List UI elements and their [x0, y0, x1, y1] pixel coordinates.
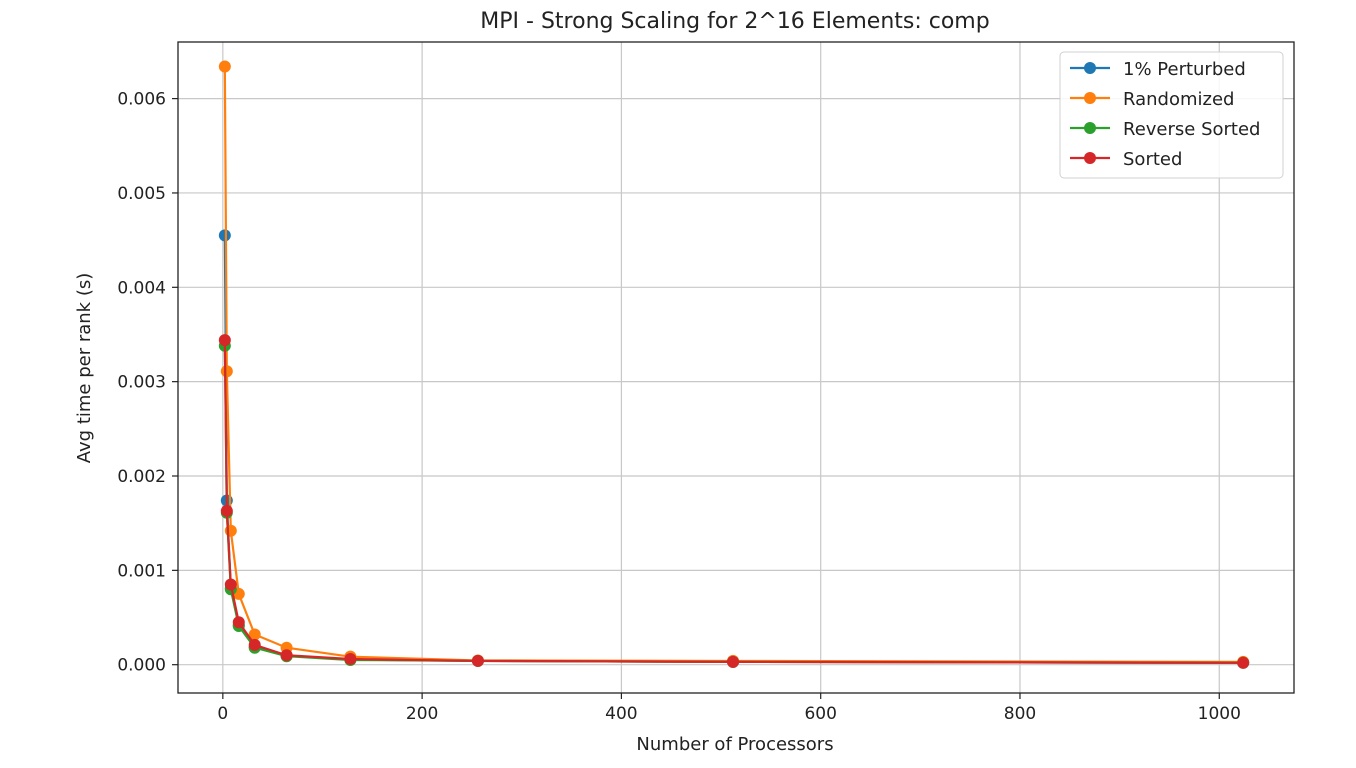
- legend-marker: [1084, 152, 1096, 164]
- y-tick-label: 0.004: [117, 278, 166, 298]
- data-point: [224, 578, 237, 591]
- series-3: [218, 334, 1250, 669]
- legend-label: Sorted: [1123, 149, 1182, 170]
- data-point: [248, 628, 261, 641]
- data-point: [248, 638, 261, 651]
- series-2: [218, 339, 1250, 669]
- y-tick-label: 0.006: [117, 90, 166, 110]
- x-tick-label: 0: [217, 704, 228, 724]
- series-line: [223, 235, 1244, 664]
- y-tick-label: 0.002: [117, 467, 166, 487]
- legend-item: Randomized: [1070, 89, 1234, 110]
- legend-label: Reverse Sorted: [1123, 119, 1260, 140]
- chart-title: MPI - Strong Scaling for 2^16 Elements: …: [480, 9, 989, 34]
- data-point: [232, 616, 245, 629]
- data-point: [218, 60, 231, 73]
- series-line: [223, 345, 1244, 664]
- series-line: [223, 340, 1244, 664]
- legend-item: 1% Perturbed: [1070, 59, 1246, 80]
- data-point: [220, 504, 233, 517]
- x-tick-label: 400: [605, 704, 637, 724]
- x-tick-label: 800: [1004, 704, 1036, 724]
- plot-frame: [177, 41, 1295, 694]
- legend-item: Reverse Sorted: [1070, 119, 1260, 140]
- x-tick-label: 600: [804, 704, 836, 724]
- y-tick-label: 0.001: [117, 561, 166, 581]
- series-layer: [218, 60, 1250, 669]
- y-tick-label: 0.005: [117, 184, 166, 204]
- legend-marker: [1084, 62, 1096, 74]
- data-point: [471, 654, 484, 667]
- data-point: [218, 229, 231, 242]
- y-tick-label: 0.003: [117, 373, 166, 393]
- data-point: [218, 334, 231, 347]
- legend-marker: [1084, 92, 1096, 104]
- y-tick-label: 0.000: [117, 656, 166, 676]
- data-point: [280, 649, 293, 662]
- data-point: [220, 365, 233, 378]
- legend-item: Sorted: [1070, 149, 1182, 170]
- axis-ticks: 0 200 400 600 800 1000 0.000 0.001 0.002 0.003 0.0…: [117, 90, 1241, 724]
- x-tick-label: 200: [406, 704, 438, 724]
- series-0: [218, 229, 1250, 669]
- legend-label: Randomized: [1123, 89, 1234, 110]
- data-point: [344, 653, 357, 666]
- x-axis-label: Number of Processors: [636, 734, 833, 755]
- data-point: [727, 655, 740, 668]
- data-point: [1237, 656, 1250, 669]
- y-axis-label: Avg time per rank (s): [74, 273, 95, 463]
- legend: 1% Perturbed Randomized Reverse Sorted Sort…: [1059, 51, 1284, 179]
- legend-marker: [1084, 122, 1096, 134]
- legend-box: [1059, 51, 1284, 179]
- x-tick-label: 1000: [1198, 704, 1241, 724]
- legend-label: 1% Perturbed: [1123, 59, 1246, 80]
